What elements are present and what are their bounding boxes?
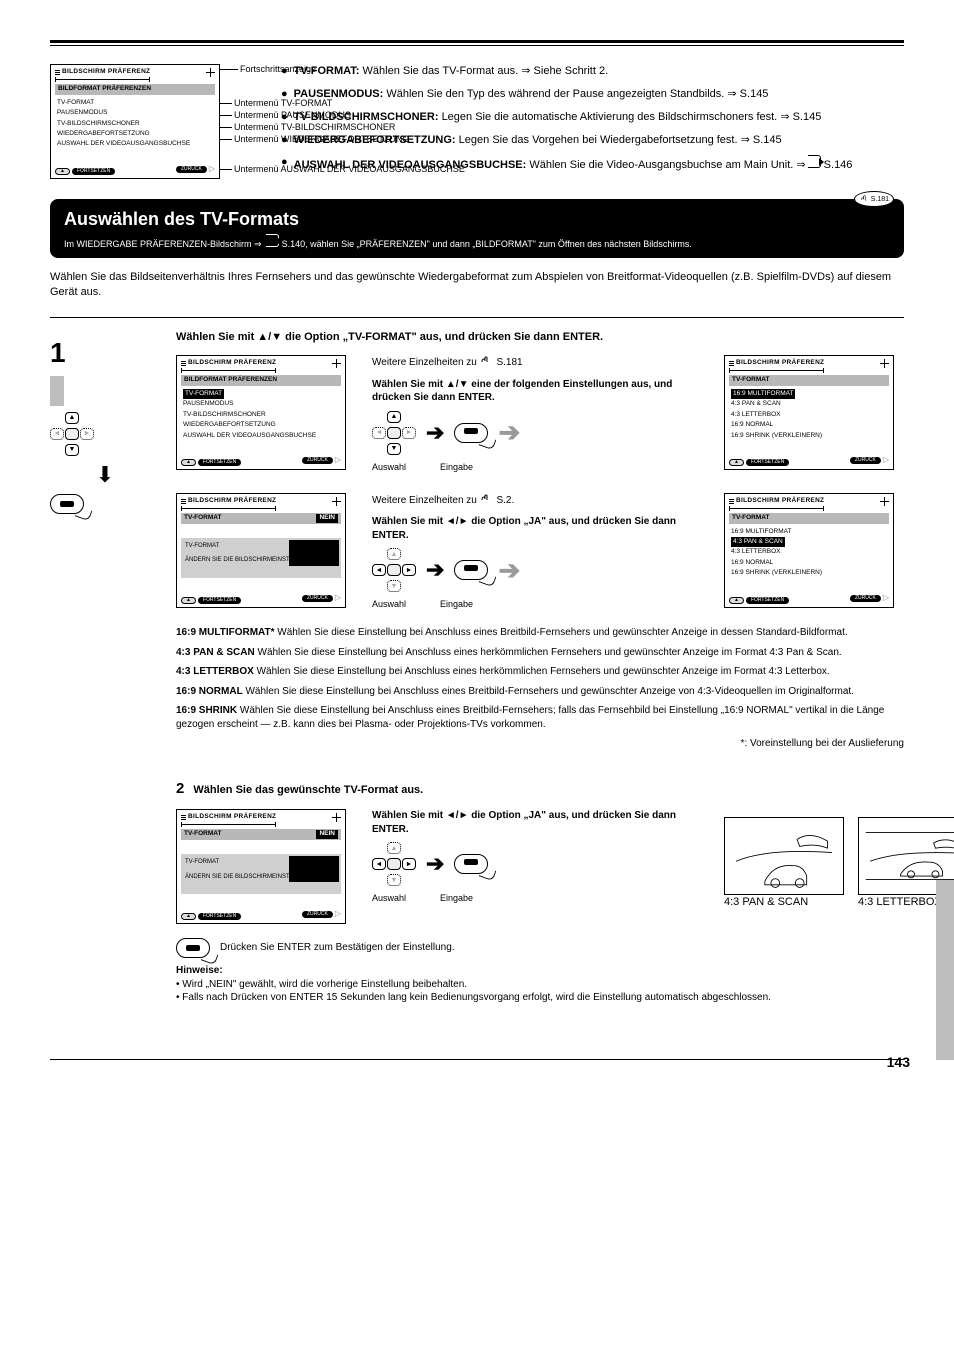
step-1: Wählen Sie mit ▲/▼ die Option „TV-FORMAT…	[176, 330, 904, 751]
step1-head: Wählen Sie mit ▲/▼ die Option „TV-FORMAT…	[176, 330, 904, 345]
overview-left: BILDSCHIRM PRÄFERENZ BILDFORMAT PRÄFEREN…	[50, 64, 255, 179]
hand-icon	[480, 493, 494, 503]
step2-head: 2 Wählen Sie das gewünschte TV-Format au…	[176, 779, 904, 799]
enter-icon	[454, 560, 488, 580]
step1-screen-b: BILDSCHIRM PRÄFERENZ TV-FORMAT 16:9 MULT…	[724, 355, 894, 470]
enter-icon	[176, 938, 210, 958]
dpad-icon: ▲◄►▼	[372, 548, 416, 592]
step2-instr: Wählen Sie mit ◄/► die Option „JA" aus, …	[372, 809, 708, 904]
feature-list: ● TV-FORMAT: Wählen Sie das TV-Format au…	[281, 64, 904, 173]
right-arrow-gray-icon: ➔	[498, 553, 520, 588]
left-gutter: 1 ▲ ◄ ► ▼ ⬇	[50, 330, 160, 1032]
car-landscape-icon	[729, 822, 839, 890]
bottom-rule	[50, 1059, 904, 1060]
step2-confirm: Drücken Sie ENTER zum Bestätigen der Ein…	[176, 938, 904, 958]
step1-row1: BILDSCHIRM PRÄFERENZ BILDFORMAT PRÄFEREN…	[176, 355, 904, 473]
step1-row2: BILDSCHIRM PRÄFERENZ TV-FORMATNEIN TV-FO…	[176, 493, 904, 611]
step1-screen-a: BILDSCHIRM PRÄFERENZ BILDFORMAT PRÄFEREN…	[176, 355, 346, 470]
section-title: Auswählen des TV-Formats	[64, 207, 890, 231]
dpad-icon: ▲ ◄ ► ▼	[50, 412, 94, 456]
progress-bar	[55, 79, 150, 80]
overview-items: TV-FORMAT PAUSENMODUS TV-BILDSCHIRMSCHON…	[55, 98, 215, 150]
overview-screen: BILDSCHIRM PRÄFERENZ BILDFORMAT PRÄFEREN…	[50, 64, 220, 179]
step2-row: BILDSCHIRM PRÄFERENZ TV-FORMATNEIN TV-FO…	[176, 809, 904, 924]
next-arrow-icon: ▷	[209, 164, 215, 175]
page-arrow-icon	[808, 155, 821, 168]
step2-thumbs-col: 4:3 PAN & SCAN	[724, 809, 904, 910]
page-arrow-icon	[266, 234, 279, 247]
steps-col: Wählen Sie mit ▲/▼ die Option „TV-FORMAT…	[176, 330, 904, 1032]
screen-title: BILDSCHIRM PRÄFERENZ	[62, 68, 150, 77]
right-arrow-icon: ➔	[426, 418, 444, 448]
overview-block: BILDSCHIRM PRÄFERENZ BILDFORMAT PRÄFEREN…	[50, 64, 904, 181]
screen-heading: BILDFORMAT PRÄFERENZEN	[55, 84, 215, 95]
step-gutter-num: 1	[50, 334, 160, 372]
gutter-tab	[50, 376, 64, 406]
aspect-thumbs: 4:3 PAN & SCAN	[724, 817, 904, 910]
enter-icon	[50, 494, 84, 514]
steps-wrap: 1 ▲ ◄ ► ▼ ⬇ Wählen Sie mit ▲/▼ die Optio…	[50, 330, 904, 1032]
side-gray-tab	[936, 880, 954, 1060]
step1-instr-a: Weitere Einzelheiten zu S.181 Wählen Sie…	[372, 355, 708, 473]
plus-icon	[206, 68, 215, 77]
section-subtitle: Im WIEDERGABE PRÄFERENZEN-Bildschirm ⇒ S…	[64, 234, 890, 250]
page-ref-badge: S.181	[854, 191, 894, 207]
step2-screen: BILDSCHIRM PRÄFERENZ TV-FORMATNEIN TV-FO…	[176, 809, 346, 924]
right-arrow-icon: ➔	[426, 555, 444, 585]
step2-notes: Hinweise: • Wird „NEIN" gewählt, wird di…	[176, 964, 904, 1005]
enter-icon	[454, 854, 488, 874]
dpad-icon: ▲◄►▼	[372, 842, 416, 886]
right-arrow-icon: ➔	[426, 849, 444, 879]
thumb-pan-scan	[724, 817, 844, 895]
enter-icon	[454, 423, 488, 443]
hand-icon	[480, 355, 494, 365]
preview-box	[289, 856, 339, 882]
hand-icon	[859, 194, 869, 204]
top-double-rule	[50, 40, 904, 46]
step1-screen-d: BILDSCHIRM PRÄFERENZ TV-FORMAT 16:9 MULT…	[724, 493, 894, 608]
thin-rule	[50, 317, 904, 318]
dpad-icon: ▲◄►▼	[372, 411, 416, 455]
right-arrow-gray-icon: ➔	[498, 415, 520, 450]
step1-screen-c: BILDSCHIRM PRÄFERENZ TV-FORMATNEIN TV-FO…	[176, 493, 346, 608]
section-title-band: S.181 Auswählen des TV-Formats Im WIEDER…	[50, 199, 904, 257]
tv-format-options: 16:9 MULTIFORMAT* Wählen Sie diese Einst…	[176, 626, 904, 751]
back-pill: ZURÜCK	[176, 166, 207, 173]
preview-box	[289, 540, 339, 566]
step-2: 2 Wählen Sie das gewünschte TV-Format au…	[176, 779, 904, 1005]
intro-paragraph: Wählen Sie das Bildseitenverhältnis Ihre…	[50, 270, 904, 300]
continue-pill-b: FORTSETZEN	[72, 168, 115, 175]
page-number: 143	[887, 1053, 910, 1072]
continue-pill: ▲	[55, 168, 70, 175]
step1-instr-b: Weitere Einzelheiten zu S.2. Wählen Sie …	[372, 493, 708, 611]
down-arrow-icon: ⬇	[50, 460, 160, 490]
page-root: BILDSCHIRM PRÄFERENZ BILDFORMAT PRÄFEREN…	[0, 0, 954, 1090]
